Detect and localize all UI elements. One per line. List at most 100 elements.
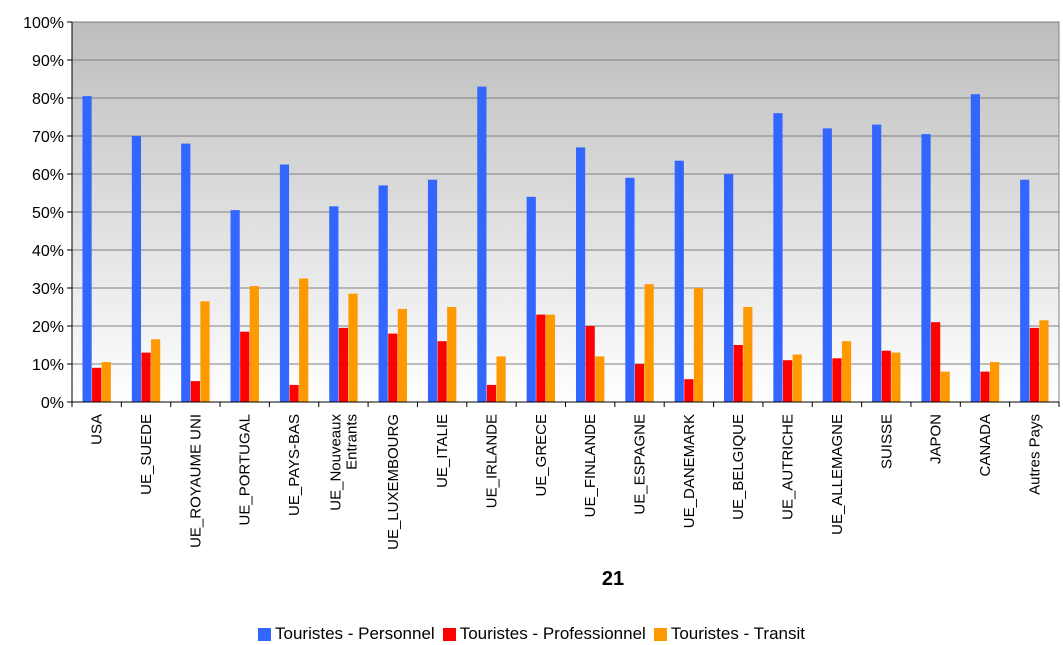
bar-professionnel [782,360,793,402]
bar-personnel [970,94,980,402]
bar-transit [496,356,506,402]
legend-label-professionnel: Touristes - Professionnel [459,624,646,643]
bar-chart: 0% 10% 20% 30% 40% 50% 60% 70% 80% 90% 100% USA UE_… [23,15,1060,550]
bar-transit [447,307,457,402]
x-tick-label: SUISSE [878,414,895,469]
bar-personnel [181,143,191,402]
x-tick-label: UE_PAYS-BAS [286,414,303,516]
y-tick-label: 100% [23,15,64,32]
bars [82,86,1049,402]
bar-professionnel [881,350,891,402]
y-tick-label: 80% [32,91,64,108]
bar-personnel [329,206,339,402]
x-tick-label: UE_ESPAGNE [632,414,649,515]
x-tick-label: UE_LUXEMBOURG [385,414,402,550]
x-tick-label: UE_PORTUGAL [237,414,254,525]
bar-professionnel [733,345,743,402]
bar-transit [200,301,210,402]
bar-transit [644,284,654,402]
bar-professionnel [684,379,694,402]
x-tick-label: UE_BELGIQUE [730,414,747,520]
y-tick-label: 30% [32,281,64,298]
bar-professionnel [289,384,299,402]
x-tick-label: UE_NouveauxEntrants [327,414,360,511]
legend: Touristes - Personnel Touristes - Profes… [0,624,1063,644]
bar-professionnel [634,364,645,402]
bar-professionnel [832,358,842,402]
x-tick-label: UE_ITALIE [434,414,451,488]
bar-professionnel [980,371,990,402]
legend-item-personnel: Touristes - Personnel [258,624,435,644]
bar-professionnel [536,314,546,402]
x-tick-label: UE_ROYAUME UNI [187,414,204,548]
bar-transit [1039,320,1049,402]
y-tick-label: 0% [41,395,64,412]
bar-professionnel [240,331,250,402]
y-tick-label: 90% [32,53,64,70]
bar-personnel [131,136,142,402]
y-tick-label: 20% [32,319,64,336]
bar-professionnel [437,341,447,402]
bar-professionnel [92,367,102,402]
legend-item-professionnel: Touristes - Professionnel [442,624,646,644]
bar-personnel [575,147,586,402]
bar-personnel [921,134,931,402]
bar-professionnel [931,322,941,402]
x-tick-label: UE_SUEDE [138,414,155,495]
x-tick-label: Autres Pays [1026,414,1043,495]
bar-transit [249,286,259,402]
bar-professionnel [338,327,349,402]
x-tick-label: UE_IRLANDE [483,414,500,508]
bar-personnel [378,185,388,402]
bar-transit [299,278,309,402]
legend-swatch-personnel [258,627,271,641]
bar-professionnel [190,381,200,402]
bar-transit [841,341,852,402]
bar-transit [595,356,605,402]
bar-personnel [822,128,832,402]
bar-professionnel [486,384,497,402]
x-tick-label: UE_ALLEMAGNE [829,414,846,535]
y-tick-label: 40% [32,243,64,260]
bar-transit [397,308,407,402]
bar-transit [151,339,161,402]
legend-item-transit: Touristes - Transit [653,624,805,644]
bar-personnel [1020,179,1030,402]
bar-professionnel [388,333,398,402]
y-tick-label: 50% [32,205,64,222]
bar-personnel [477,86,487,402]
bar-personnel [773,113,783,402]
x-tick-label: CANADA [977,414,994,477]
bar-professionnel [585,326,595,402]
bar-transit [940,371,950,402]
bar-transit [545,314,556,402]
bar-transit [743,307,753,402]
bar-transit [693,288,704,402]
bar-professionnel [1029,327,1039,402]
bar-personnel [279,164,290,402]
bar-professionnel [141,352,151,402]
bar-personnel [427,179,438,402]
x-tick-label: UE_AUTRICHE [780,414,797,520]
bar-transit [989,362,1000,402]
bar-personnel [724,174,734,402]
y-tick-label: 60% [32,167,64,184]
bar-personnel [230,210,240,402]
legend-label-personnel: Touristes - Personnel [275,624,435,643]
x-tick-label: USA [89,414,106,445]
bar-transit [348,293,358,402]
legend-label-transit: Touristes - Transit [670,624,805,643]
x-tick-label: UE_GRECE [533,414,550,497]
x-tick-label: UE_FINLANDE [582,414,599,517]
x-tick-label: UE_DANEMARK [681,414,698,528]
x-tick-label: JAPON [928,414,945,464]
bar-personnel [872,124,882,402]
bar-personnel [674,160,684,402]
bar-transit [792,354,802,402]
y-tick-label: 70% [32,129,64,146]
legend-swatch-professionnel [442,627,456,641]
bar-transit [101,362,111,402]
page-number: 21 [601,568,625,590]
bar-personnel [526,196,536,402]
bar-personnel [625,177,635,402]
